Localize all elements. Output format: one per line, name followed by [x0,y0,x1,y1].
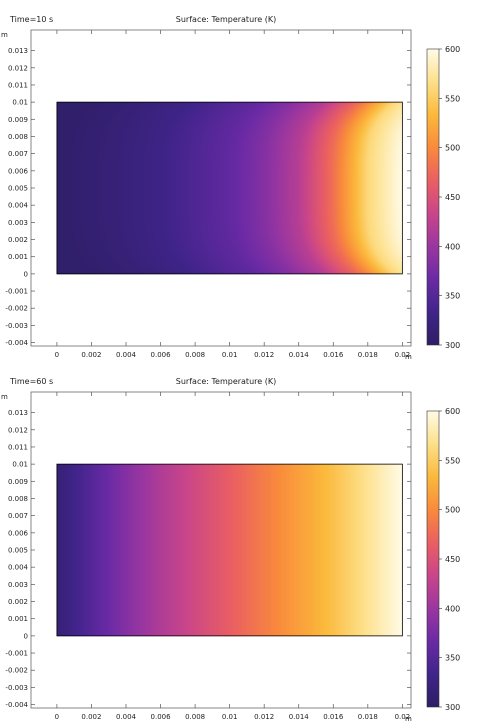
colorbar: 300 350 400 450 500 550 600 [426,407,460,712]
colorbar-tick-label: 600 [445,45,460,54]
axes: 0 0.002 0.004 0.006 0.008 0.01 0.012 0.014 0.016… [5,391,412,721]
colorbar-tick-label: 500 [445,144,460,153]
x-tick-label: 0.002 [81,351,101,359]
x-tick-label: 0.008 [185,351,205,359]
x-tick-label: 0.008 [185,713,205,721]
y-tick-label: -0.003 [5,322,28,330]
x-tick-label: 0.018 [358,713,378,721]
y-tick-label: 0.003 [8,219,28,227]
temperature-raster [56,102,402,275]
axes: 0 0.002 0.004 0.006 0.008 0.01 0.012 0.014 0.016… [5,29,412,359]
colorbar-tick-label: 550 [445,94,460,103]
y-tick-label: 0 [24,632,28,640]
time-label: Time=60 s [9,377,53,386]
colorbar-tick-label: 350 [445,654,460,663]
x-tick-label: 0.004 [116,713,137,721]
x-tick-label: 0.01 [222,351,238,359]
y-tick-label: 0.003 [8,581,28,589]
y-tick-label: 0.012 [8,426,28,434]
x-tick-label: 0 [55,351,59,359]
plot-time-10s: Time=10 s Surface: Temperature (K) m m 0… [1,15,460,361]
x-axis-unit: m [405,715,412,723]
y-tick-label: 0.005 [8,547,28,555]
y-tick-label: 0.004 [8,202,29,210]
y-tick-label: -0.002 [5,305,28,313]
y-tick-label: 0.008 [8,133,28,141]
x-tick-label: 0.014 [289,713,310,721]
y-tick-label: 0.006 [8,529,29,537]
y-axis-unit: m [1,31,8,39]
y-tick-label: 0.004 [8,564,29,572]
temperature-raster [56,464,402,637]
y-tick-label: -0.001 [5,288,28,296]
temperature-surface [56,463,403,637]
plot-time-60s: Time=60 s Surface: Temperature (K) m m 0… [1,377,460,723]
y-tick-label: 0.009 [8,116,28,124]
colorbar-tick-label: 450 [445,555,460,564]
y-tick-label: 0.002 [8,598,28,606]
colorbar: 300 350 400 450 500 550 600 [426,45,460,350]
y-tick-label: 0.01 [12,99,28,107]
y-tick-label: 0 [24,270,28,278]
y-tick-label: 0.008 [8,495,28,503]
colorbar-tick-label: 450 [445,193,460,202]
x-tick-label: 0.016 [323,713,344,721]
y-tick-label: -0.003 [5,684,28,692]
y-tick-label: 0.012 [8,64,28,72]
x-tick-label: 0 [55,713,59,721]
y-tick-label: -0.002 [5,667,28,675]
y-tick-label: 0.013 [8,47,28,55]
y-tick-label: 0.011 [8,81,28,89]
x-tick-label: 0.004 [116,351,137,359]
x-tick-label: 0.012 [254,351,274,359]
domain-outline [56,463,403,637]
x-tick-label: 0.01 [222,713,238,721]
time-label: Time=10 s [9,15,53,24]
colorbar-tick-label: 600 [445,407,460,416]
y-axis-unit: m [1,393,8,401]
plot-title: Surface: Temperature (K) [176,15,276,24]
x-tick-label: 0.002 [81,713,101,721]
y-tick-label: 0.002 [8,236,28,244]
colorbar-tick-label: 300 [445,341,460,350]
x-tick-label: 0.02 [395,713,411,721]
temperature-surface [56,101,403,275]
colorbar-tick-label: 500 [445,506,460,515]
x-tick-label: 0.018 [358,351,378,359]
colorbar-gradient [426,48,440,346]
y-tick-label: 0.007 [8,512,28,520]
y-tick-label: 0.013 [8,409,28,417]
plot-title: Surface: Temperature (K) [176,377,276,386]
y-tick-label: 0.006 [8,167,29,175]
y-tick-label: 0.001 [8,615,28,623]
x-tick-label: 0.012 [254,713,274,721]
y-tick-label: 0.007 [8,150,28,158]
colorbar-tick-label: 550 [445,456,460,465]
y-tick-label: 0.001 [8,253,28,261]
y-tick-label: -0.004 [5,339,28,347]
x-tick-label: 0.014 [289,351,310,359]
y-tick-label: -0.004 [5,701,28,709]
y-tick-label: 0.005 [8,185,28,193]
x-axis-unit: m [405,353,412,361]
colorbar-tick-label: 400 [445,242,460,251]
y-tick-label: 0.01 [12,461,28,469]
colorbar-tick-label: 300 [445,703,460,712]
x-tick-label: 0.02 [395,351,411,359]
x-tick-label: 0.006 [151,713,172,721]
colorbar-tick-label: 400 [445,604,460,613]
x-tick-label: 0.006 [151,351,172,359]
x-tick-label: 0.016 [323,351,344,359]
y-tick-label: -0.001 [5,650,28,658]
colorbar-tick-label: 350 [445,292,460,301]
colorbar-gradient [426,410,440,708]
y-tick-label: 0.011 [8,443,28,451]
y-tick-label: 0.009 [8,478,28,486]
domain-outline [56,101,403,275]
